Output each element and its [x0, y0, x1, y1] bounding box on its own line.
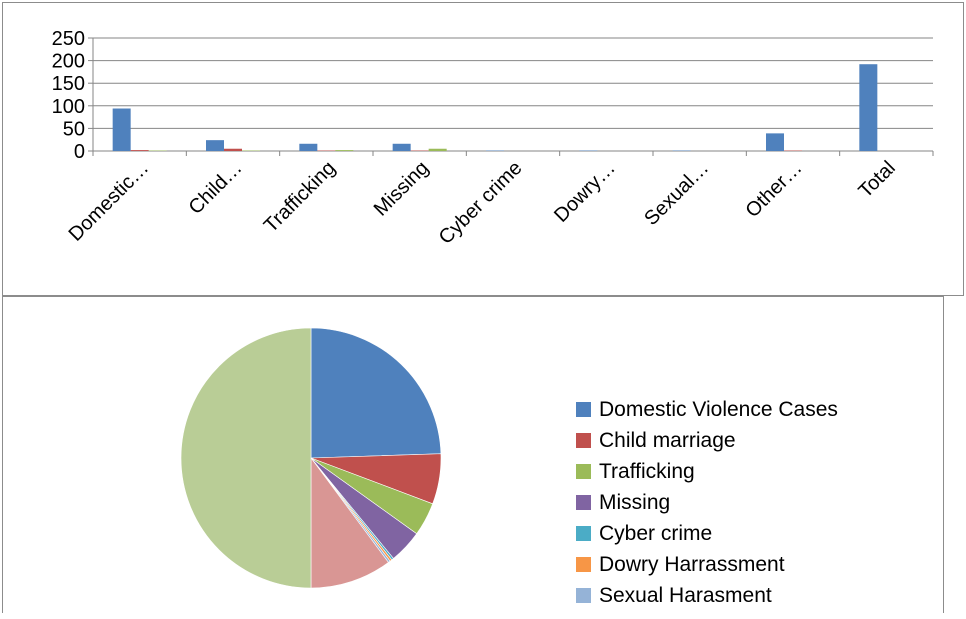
pie-slice [311, 328, 441, 458]
legend-swatch [576, 433, 591, 448]
pie-slice [181, 328, 311, 588]
bar [206, 140, 224, 151]
legend-label: Dowry Harrassment [599, 553, 785, 577]
x-tick-label: Trafficking [260, 157, 340, 237]
bar [766, 133, 784, 151]
legend-item: Sexual Harasment [576, 580, 838, 611]
bar [429, 149, 447, 151]
bar [335, 150, 353, 151]
legend-swatch [576, 557, 591, 572]
legend-swatch [576, 464, 591, 479]
x-tick-label: Child… [185, 157, 247, 219]
legend-swatch [576, 495, 591, 510]
x-tick-label: Other… [741, 157, 806, 222]
pie-legend: Domestic Violence Cases Child marriage Tra… [576, 394, 838, 611]
y-tick-label: 200 [52, 51, 85, 73]
legend-swatch [576, 588, 591, 603]
legend-item: Domestic Violence Cases [576, 394, 838, 425]
bar [393, 144, 411, 151]
x-tick-label: Missing [370, 157, 433, 220]
bar [859, 64, 877, 151]
y-tick-label: 250 [52, 28, 85, 50]
legend-swatch [576, 402, 591, 417]
bar [299, 144, 317, 151]
x-tick-label: Total [854, 157, 899, 202]
legend-item: Trafficking [576, 456, 838, 487]
y-tick-label: 50 [63, 118, 85, 140]
legend-item: Child marriage [576, 425, 838, 456]
legend-label: Missing [599, 491, 670, 515]
legend-label: Domestic Violence Cases [599, 398, 838, 422]
legend-label: Child marriage [599, 429, 736, 453]
legend-label: Sexual Harasment [599, 584, 772, 608]
x-tick-label: Cyber crime [435, 157, 527, 249]
legend-label: Trafficking [599, 460, 695, 484]
legend-item: Missing [576, 487, 838, 518]
x-tick-label: Sexual… [640, 157, 713, 230]
bar [131, 150, 149, 151]
legend-swatch [576, 526, 591, 541]
y-tick-label: 0 [74, 141, 85, 163]
bar [113, 109, 131, 151]
bar [224, 149, 242, 151]
x-tick-label: Dowry… [550, 157, 620, 227]
legend-item: Dowry Harrassment [576, 549, 838, 580]
legend-item: Cyber crime [576, 518, 838, 549]
x-tick-label: Domestic… [65, 157, 154, 246]
y-tick-label: 150 [52, 73, 85, 95]
y-tick-label: 100 [52, 96, 85, 118]
legend-label: Cyber crime [599, 522, 712, 546]
